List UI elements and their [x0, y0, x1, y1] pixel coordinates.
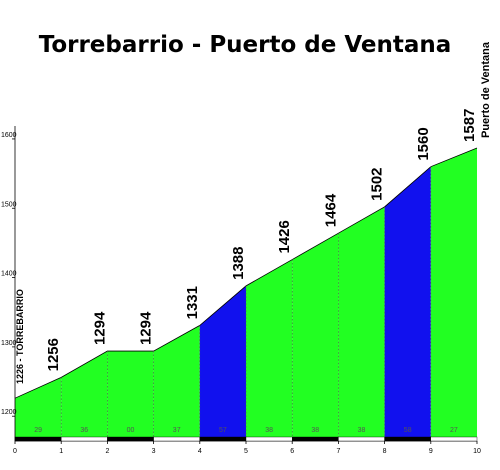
profile-segment-1 [15, 377, 62, 437]
x-tick-label-1: 1 [59, 448, 63, 455]
km-bar-segment-6 [245, 436, 293, 442]
grade-label-6: 38 [265, 427, 273, 434]
x-tick-label-2: 2 [105, 448, 109, 455]
km-bar-segment-5 [199, 436, 247, 442]
x-tick-label-7: 7 [336, 448, 340, 455]
elevation-label-km-4: 1331 [184, 286, 201, 319]
km-bar-segment-7 [292, 436, 339, 442]
x-tick-label-5: 5 [244, 448, 248, 455]
elevation-label-km-9: 1560 [415, 127, 432, 160]
end-label: Puerto de Ventana [480, 41, 492, 138]
profile-segment-7 [292, 233, 339, 437]
km-bar: 29 36 00 37 57 38 38 38 58 27 [14, 427, 478, 442]
grade-label-5: 57 [219, 427, 227, 434]
x-tick-label-4: 4 [198, 448, 202, 455]
profile-segment-8 [338, 206, 385, 437]
km-bar-segment-1 [14, 436, 62, 442]
elevation-label-km-5: 1388 [230, 247, 247, 280]
grade-label-3: 00 [127, 427, 135, 434]
km-bar-segment-8 [338, 436, 385, 442]
y-tick-label-1300: 1300 [1, 340, 17, 347]
y-tick-label-1400: 1400 [1, 271, 17, 278]
grade-label-10: 27 [450, 427, 458, 434]
elevation-label-km-1: 1256 [45, 338, 62, 371]
grade-label-7: 38 [311, 427, 319, 434]
grade-label-4: 37 [173, 427, 181, 434]
km-bar-segment-2 [61, 436, 108, 442]
elevation-label-km-10: 1587 [461, 109, 478, 142]
elevation-label-km-6: 1426 [276, 220, 293, 253]
x-tick-label-6: 6 [290, 448, 294, 455]
y-tick-label-1200: 1200 [1, 409, 17, 416]
chart-title: Torrebarrio - Puerto de Ventana [39, 32, 452, 58]
y-tick-label-1600: 1600 [1, 132, 17, 139]
profile-segment-3 [107, 351, 154, 437]
start-label: 1226 - TORREBARRIO [15, 289, 25, 384]
x-tick-label-8: 8 [383, 448, 387, 455]
y-tick-label-1500: 1500 [1, 201, 17, 208]
elevation-label-km-2: 1294 [91, 311, 108, 345]
km-bar-segment-10 [430, 436, 478, 442]
km-dividers [60, 166, 432, 437]
grade-label-8: 38 [358, 427, 366, 434]
km-bar-segment-3 [107, 436, 154, 442]
x-tick-label-10: 10 [473, 448, 481, 455]
elevation-label-km-8: 1502 [369, 167, 386, 200]
profile-segment-6 [246, 259, 293, 437]
km-bar-segment-9 [384, 436, 432, 442]
profile-segment-4 [153, 325, 200, 437]
profile-segments [14, 147, 478, 437]
x-tick-label-9: 9 [429, 448, 433, 455]
elevation-label-km-3: 1294 [138, 311, 155, 345]
x-tick-label-0: 0 [13, 448, 17, 455]
grade-label-2: 36 [80, 427, 88, 434]
profile-segment-2 [61, 351, 108, 437]
grade-label-1: 29 [34, 427, 42, 434]
elevation-labels: 1256 1294 1294 1331 1388 1426 1464 1502 1560 1587 [45, 109, 478, 372]
grade-label-9: 58 [404, 427, 412, 434]
profile-segment-9 [384, 166, 431, 437]
profile-segment-5 [199, 285, 246, 437]
elevation-label-km-7: 1464 [322, 193, 339, 227]
x-tick-label-3: 3 [152, 448, 156, 455]
profile-segment-10 [430, 147, 477, 437]
km-bar-segment-4 [153, 436, 201, 442]
